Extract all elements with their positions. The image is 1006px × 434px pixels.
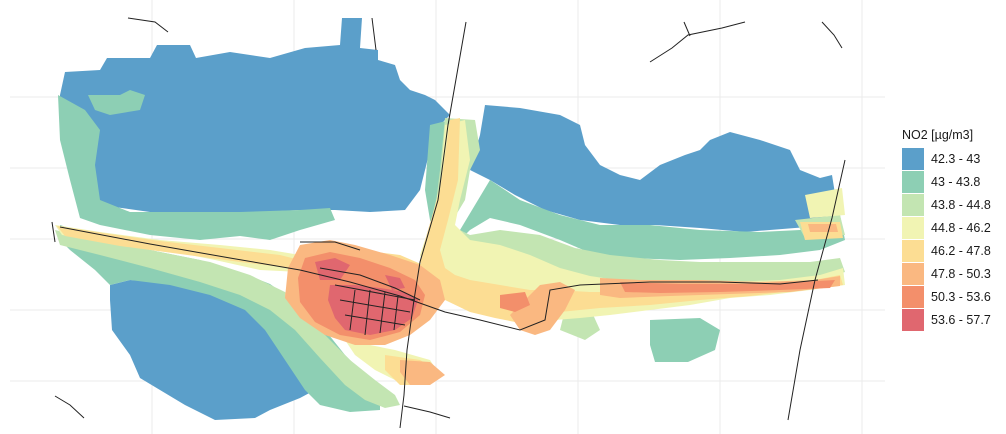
legend-label: 43.8 - 44.8 — [931, 197, 991, 212]
legend-items: 42.3 - 43 43 - 43.8 43.8 - 44.8 44.8 - 46.2… — [902, 147, 1002, 331]
legend-swatch — [902, 308, 924, 331]
legend-swatch — [902, 285, 924, 308]
legend-item: 44.8 - 46.2 — [902, 216, 1002, 239]
legend-item: 53.6 - 57.7 — [902, 308, 1002, 331]
no2-concentration-map — [10, 0, 885, 434]
legend-label: 50.3 - 53.6 — [931, 289, 991, 304]
legend-label: 42.3 - 43 — [931, 151, 981, 166]
legend-swatch — [902, 262, 924, 285]
legend-swatch — [902, 170, 924, 193]
legend-label: 44.8 - 46.2 — [931, 220, 991, 235]
legend-swatch — [902, 239, 924, 262]
no2-zone-53.6-57.7 — [315, 258, 418, 335]
no2-zone-42-43 — [60, 18, 836, 420]
map-legend: NO2 [µg/m3] 42.3 - 43 43 - 43.8 43.8 - 44.… — [902, 128, 1002, 331]
legend-label: 47.8 - 50.3 — [931, 266, 991, 281]
legend-swatch — [902, 193, 924, 216]
legend-title: NO2 [µg/m3] — [902, 128, 974, 142]
legend-item: 46.2 - 47.8 — [902, 239, 1002, 262]
legend-swatch — [902, 216, 924, 239]
road-network — [51, 17, 846, 429]
legend-label: 46.2 - 47.8 — [931, 243, 991, 258]
legend-item: 42.3 - 43 — [902, 147, 1002, 170]
legend-item: 43 - 43.8 — [902, 170, 1002, 193]
no2-zone-46.2-47.8 — [57, 118, 843, 385]
legend-item: 47.8 - 50.3 — [902, 262, 1002, 285]
legend-swatch — [902, 147, 924, 170]
legend-label: 53.6 - 57.7 — [931, 312, 991, 327]
legend-label: 43 - 43.8 — [931, 174, 981, 189]
legend-item: 43.8 - 44.8 — [902, 193, 1002, 216]
no2-zone-47.8-50.3 — [285, 224, 840, 385]
no2-zone-44.8-46.2 — [55, 120, 845, 385]
legend-item: 50.3 - 53.6 — [902, 285, 1002, 308]
